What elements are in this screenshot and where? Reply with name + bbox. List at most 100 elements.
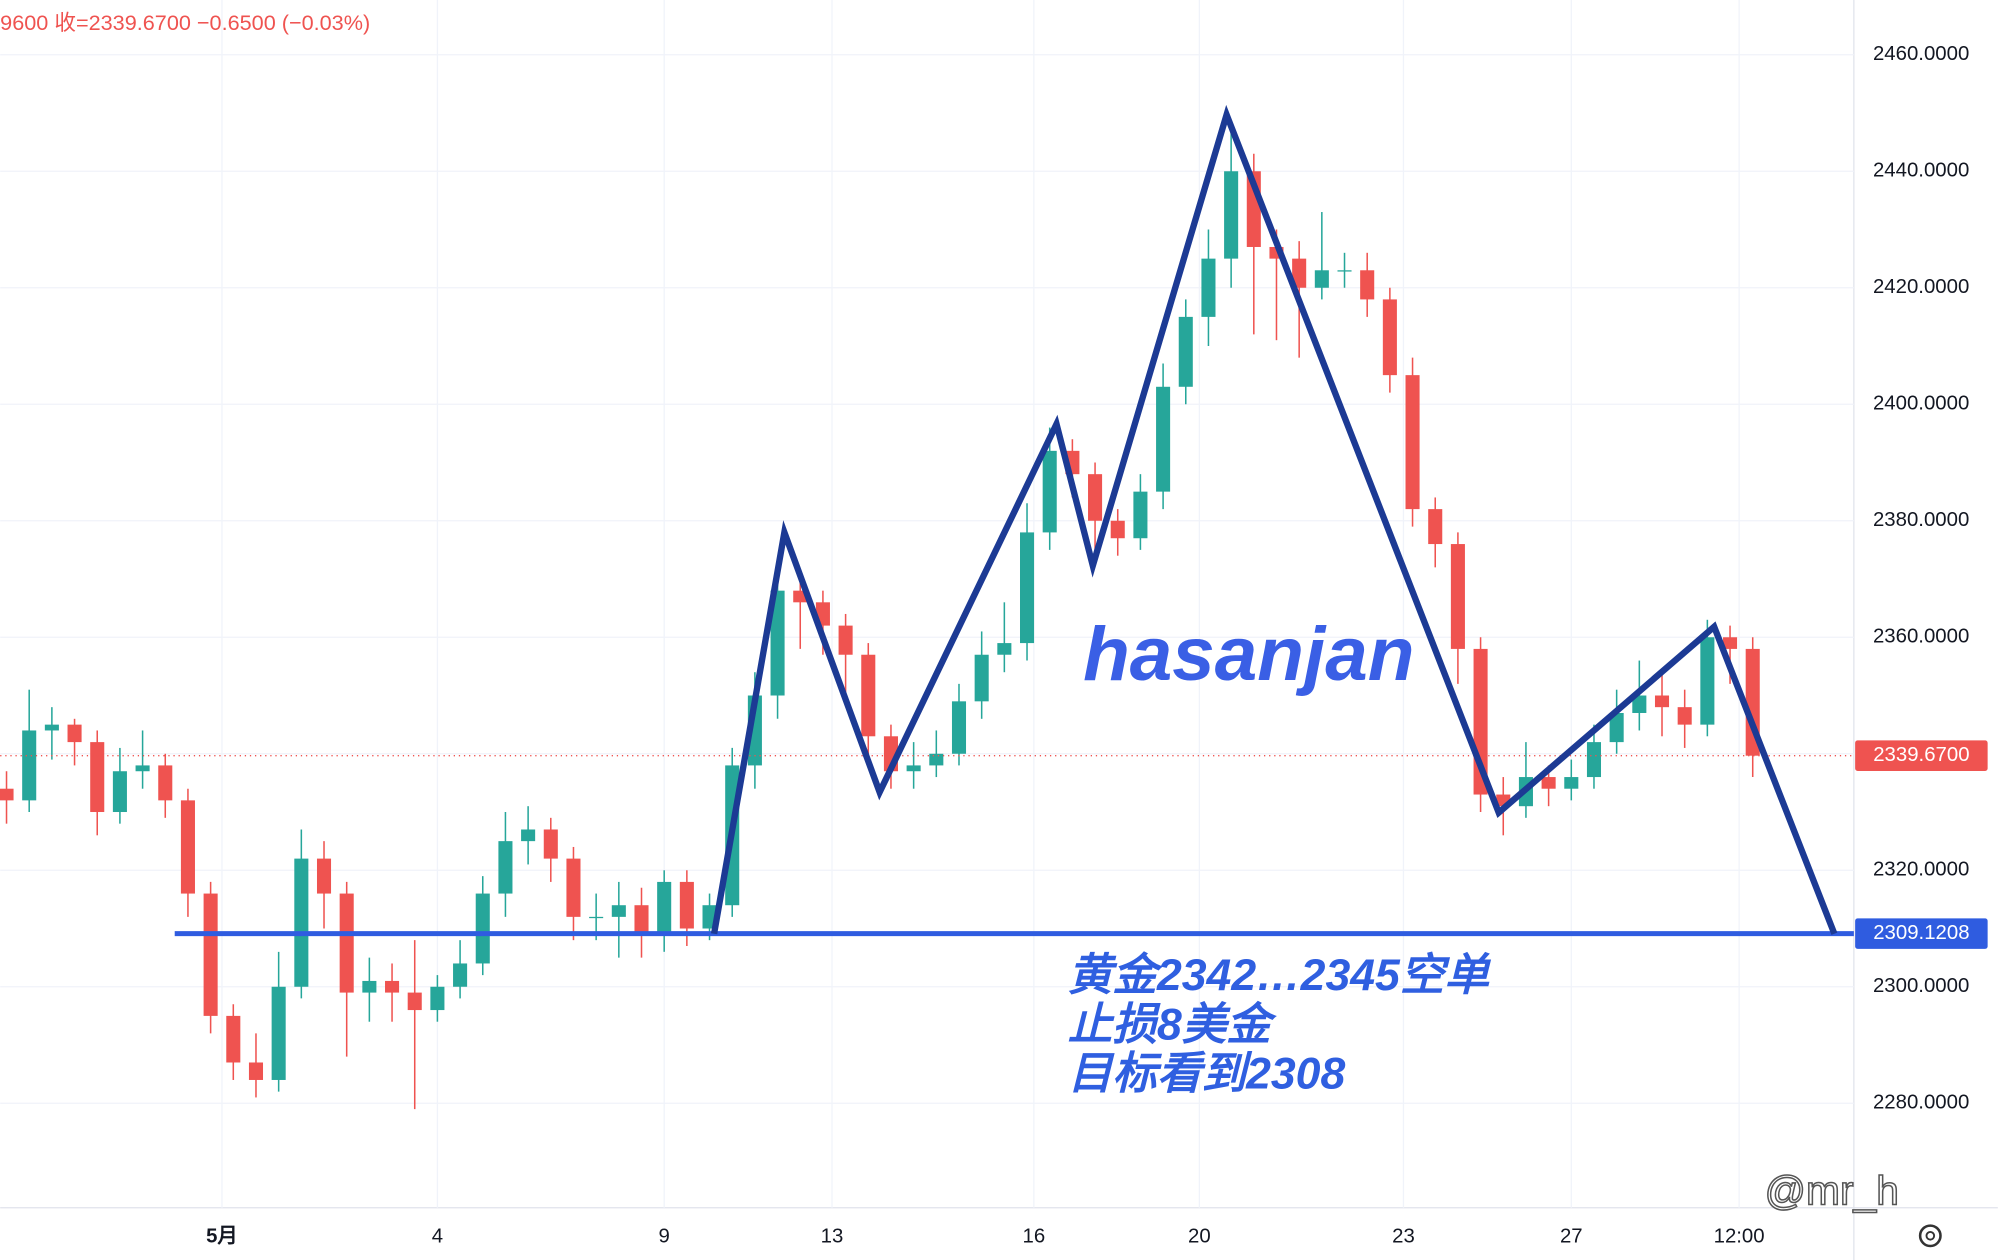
candle-body	[1042, 450, 1057, 533]
candle-body	[1292, 258, 1307, 288]
candle-body	[634, 905, 649, 935]
y-tick-label: 2420.0000	[1873, 276, 1969, 298]
candle-body	[929, 753, 944, 766]
candle-body	[1496, 794, 1511, 807]
candle-body	[203, 893, 218, 1016]
candle-body	[1723, 637, 1738, 649]
candle-body	[793, 590, 808, 603]
candle-body	[1314, 270, 1329, 288]
x-tick-label: 12:00	[1714, 1225, 1765, 1247]
chart-title: hasanjan	[1083, 612, 1414, 697]
candle-body	[1178, 316, 1193, 387]
candle-body	[770, 590, 785, 696]
candle-body	[1224, 171, 1239, 259]
candle-body	[248, 1062, 264, 1080]
candle-body	[316, 858, 332, 894]
support-label: 2309.1208	[1873, 922, 1969, 944]
candle-body	[906, 765, 921, 772]
candle-body	[135, 765, 150, 772]
candle-body	[294, 858, 309, 987]
settings-icon[interactable]	[1918, 1224, 1942, 1248]
annotation: 目标看到2308	[1068, 1049, 1346, 1098]
candle-body	[67, 724, 82, 743]
grid	[0, 0, 1854, 1208]
y-tick-label: 2360.0000	[1873, 626, 1969, 648]
candle-body	[430, 986, 445, 1011]
gear	[1918, 1224, 1942, 1248]
candle-body	[1564, 777, 1579, 789]
y-tick-label: 2280.0000	[1873, 1092, 1969, 1114]
candle-body	[1677, 707, 1692, 725]
candle-body	[974, 654, 989, 702]
candle-body	[1360, 270, 1375, 300]
support-box	[1855, 918, 1988, 949]
x-tick-label: 23	[1392, 1225, 1415, 1247]
candle-body	[90, 742, 105, 813]
candle-body	[271, 986, 286, 1080]
y-tick-label: 2320.0000	[1873, 859, 1969, 881]
candle-body	[1586, 742, 1602, 778]
candle-body	[1156, 386, 1171, 492]
candle-body	[521, 829, 536, 842]
candle-body	[362, 980, 377, 993]
x-tick-label: 4	[432, 1225, 443, 1247]
x-tick-label: 27	[1560, 1225, 1583, 1247]
candle-body	[657, 881, 672, 935]
candle-body	[22, 730, 37, 801]
candle-body	[0, 788, 14, 801]
x-tick-label: 5月	[206, 1225, 238, 1247]
candle-body	[158, 765, 173, 801]
candle-body	[1110, 520, 1125, 539]
candle-body	[589, 916, 604, 919]
candle-body	[861, 654, 876, 737]
x-tick-label: 9	[659, 1225, 670, 1247]
candle-body	[951, 701, 967, 754]
y-tick-label: 2440.0000	[1873, 160, 1969, 182]
x-tick-label: 16	[1022, 1225, 1045, 1247]
candle-body	[1088, 474, 1103, 521]
candle-body	[1428, 509, 1443, 545]
candle-body	[112, 771, 127, 813]
candle-body	[453, 963, 468, 987]
watermark: @mr_h	[1765, 1168, 1899, 1214]
last-price-box	[1855, 740, 1988, 771]
candle-body	[1019, 532, 1035, 644]
header-info: 9600 收=2339.6700 −0.6500 (−0.03%)	[0, 10, 370, 35]
candle-body	[1450, 544, 1465, 649]
y-tick-label: 2300.0000	[1873, 975, 1969, 997]
x-tick-label: 13	[821, 1225, 844, 1247]
candle-body	[1382, 299, 1397, 376]
zigzag-line	[710, 104, 1838, 935]
candle-body	[1700, 637, 1715, 725]
candles	[0, 130, 1760, 1110]
candle-body	[226, 1015, 241, 1063]
candle-body	[611, 905, 626, 917]
gear-center	[1925, 1231, 1936, 1241]
candle-body	[475, 893, 490, 964]
candle-body	[1632, 695, 1647, 713]
candle-body	[1609, 712, 1624, 743]
y-tick-label: 2380.0000	[1873, 509, 1969, 531]
candle-body	[407, 992, 422, 1011]
annotation: 止损8美金	[1068, 1000, 1278, 1049]
candle-body	[543, 829, 558, 859]
candle-body	[1337, 270, 1352, 272]
y-tick-label: 2400.0000	[1873, 393, 1969, 415]
candle-body	[1201, 258, 1216, 317]
candle-body	[1405, 375, 1420, 510]
candle-body	[838, 625, 853, 655]
candle-body	[1541, 777, 1556, 789]
candle-body	[1269, 246, 1284, 259]
candle-body	[180, 800, 195, 894]
candle-body	[1654, 695, 1670, 708]
candle-body	[679, 881, 694, 929]
candle-body	[44, 724, 59, 731]
last-price-label: 2339.6700	[1873, 744, 1969, 766]
y-tick-label: 2460.0000	[1873, 43, 1969, 65]
x-tick-label: 20	[1188, 1225, 1211, 1247]
candle-body	[385, 980, 400, 993]
candle-body	[498, 841, 513, 894]
candle-body	[339, 893, 354, 993]
